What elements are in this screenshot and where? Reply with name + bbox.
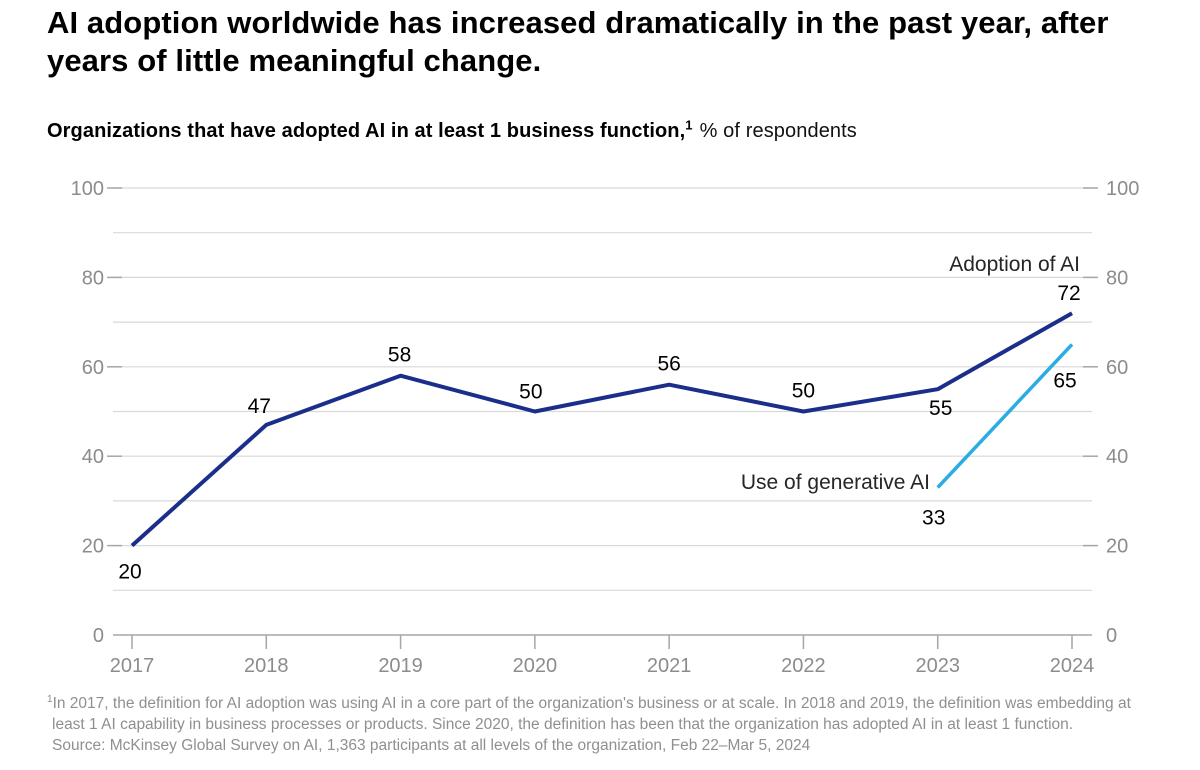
value-label-adoption-of-ai-2019: 58 (388, 344, 411, 367)
value-label-use-of-generative-ai-2024: 65 (1053, 369, 1076, 392)
y-axis-label-right: 0 (1106, 625, 1117, 647)
chart-title-line-1: AI adoption worldwide has increased dram… (47, 5, 1109, 40)
chart-subtitle-bold: Organizations that have adopted AI in at… (47, 120, 686, 142)
y-axis-label-left: 80 (82, 267, 104, 289)
y-axis-label-right: 80 (1106, 267, 1128, 289)
y-axis-label-left: 40 (82, 446, 104, 468)
value-label-adoption-of-ai-2018: 47 (248, 395, 271, 418)
x-axis-label: 2017 (110, 655, 155, 677)
y-axis-label-left: 60 (82, 357, 104, 379)
value-label-adoption-of-ai-2022: 50 (792, 380, 815, 403)
chart-footnote: 1In 2017, the definition for AI adoption… (47, 693, 1167, 756)
y-axis-label-left: 20 (82, 536, 104, 558)
x-axis-label: 2020 (513, 655, 558, 677)
series-line-use-of-generative-ai (936, 343, 1074, 489)
x-axis-label: 2019 (378, 655, 423, 677)
footnote-line: 1In 2017, the definition for AI adoption… (47, 693, 1167, 714)
chart-subtitle: Organizations that have adopted AI in at… (47, 117, 857, 143)
chart-subtitle-units: % of respondents (699, 120, 857, 142)
chart-title-line-2: years of little meaningful change. (47, 43, 542, 78)
value-label-adoption-of-ai-2021: 56 (657, 353, 680, 376)
x-axis-label: 2021 (647, 655, 692, 677)
x-axis-label: 2024 (1050, 655, 1095, 677)
x-axis-label: 2022 (781, 655, 826, 677)
value-label-adoption-of-ai-2020: 50 (519, 381, 542, 404)
y-axis-label-right: 40 (1106, 446, 1128, 468)
y-axis-label-right: 20 (1106, 536, 1128, 558)
x-axis-label: 2018 (244, 655, 289, 677)
series-label-adoption-of-ai: Adoption of AI (949, 253, 1080, 276)
footnote-line: Source: McKinsey Global Survey on AI, 1,… (52, 737, 811, 754)
chart-title: AI adoption worldwide has increased dram… (47, 4, 1177, 80)
value-label-adoption-of-ai-2024: 72 (1057, 282, 1080, 305)
y-axis-label-right: 60 (1106, 357, 1128, 379)
series-label-use-of-generative-ai: Use of generative AI (741, 471, 930, 494)
footnote-line-1-text: In 2017, the definition for AI adoption … (52, 695, 1131, 712)
footnote-marker: 1 (47, 693, 53, 705)
x-axis-label: 2023 (915, 655, 960, 677)
footnote-line: least 1 AI capability in business proces… (52, 716, 1074, 733)
value-label-adoption-of-ai-2023: 55 (929, 397, 952, 420)
value-label-use-of-generative-ai-2023: 33 (922, 506, 945, 529)
y-axis-label-left: 0 (93, 625, 104, 647)
y-axis-label-left: 100 (71, 178, 104, 200)
y-axis-label-right: 100 (1106, 178, 1139, 200)
series-line-adoption-of-ai (130, 311, 1073, 548)
subtitle-footnote-marker: 1 (685, 117, 693, 133)
value-label-adoption-of-ai-2017: 20 (118, 561, 141, 584)
